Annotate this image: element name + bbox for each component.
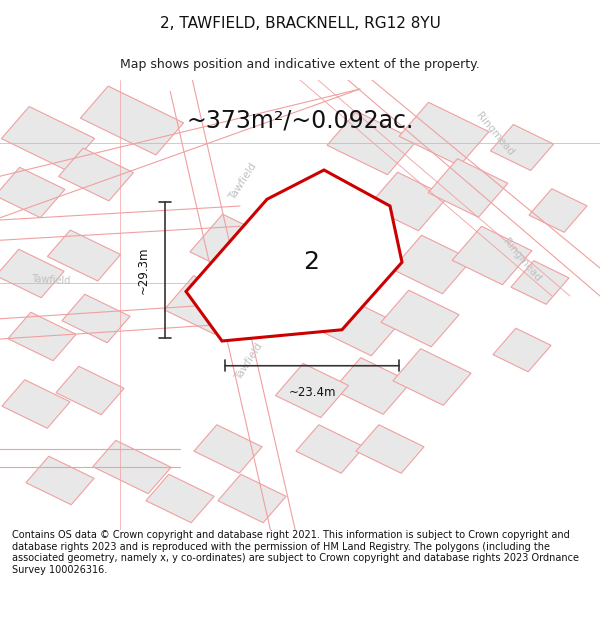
Polygon shape	[59, 148, 133, 201]
Polygon shape	[1, 106, 95, 171]
Polygon shape	[47, 230, 121, 281]
Text: ~23.4m: ~23.4m	[288, 386, 336, 399]
Polygon shape	[190, 214, 278, 279]
Polygon shape	[194, 425, 262, 473]
Polygon shape	[321, 299, 399, 356]
Polygon shape	[93, 440, 171, 494]
Text: Tawfield: Tawfield	[233, 341, 265, 382]
Polygon shape	[381, 290, 459, 347]
Polygon shape	[146, 474, 214, 522]
Polygon shape	[452, 226, 532, 285]
Text: Contains OS data © Crown copyright and database right 2021. This information is : Contains OS data © Crown copyright and d…	[12, 530, 579, 575]
Polygon shape	[368, 173, 448, 231]
Polygon shape	[0, 168, 65, 217]
Polygon shape	[80, 86, 184, 155]
Polygon shape	[399, 102, 489, 166]
Text: Map shows position and indicative extent of the property.: Map shows position and indicative extent…	[120, 58, 480, 71]
Polygon shape	[256, 196, 344, 261]
Polygon shape	[393, 349, 471, 405]
Polygon shape	[8, 312, 76, 361]
Polygon shape	[511, 261, 569, 304]
Text: ~373m²/~0.092ac.: ~373m²/~0.092ac.	[187, 109, 413, 132]
Polygon shape	[62, 294, 130, 343]
Polygon shape	[218, 474, 286, 522]
Polygon shape	[392, 235, 472, 294]
Polygon shape	[327, 111, 417, 175]
Text: Tawfield: Tawfield	[31, 274, 71, 286]
Polygon shape	[264, 234, 336, 286]
Polygon shape	[356, 425, 424, 473]
Polygon shape	[333, 357, 411, 414]
Text: 2: 2	[303, 249, 319, 274]
Text: ~29.3m: ~29.3m	[137, 246, 150, 294]
Text: Ringmead: Ringmead	[501, 236, 543, 284]
Text: Tawfield: Tawfield	[227, 161, 259, 202]
Polygon shape	[186, 170, 402, 341]
Polygon shape	[164, 276, 244, 334]
Polygon shape	[26, 456, 94, 505]
Polygon shape	[493, 328, 551, 372]
Polygon shape	[56, 366, 124, 415]
Polygon shape	[296, 425, 364, 473]
Polygon shape	[2, 380, 70, 428]
Text: Ringmead: Ringmead	[474, 111, 516, 158]
Text: 2, TAWFIELD, BRACKNELL, RG12 8YU: 2, TAWFIELD, BRACKNELL, RG12 8YU	[160, 16, 440, 31]
Polygon shape	[529, 189, 587, 232]
Polygon shape	[490, 124, 554, 171]
Polygon shape	[428, 159, 508, 218]
Polygon shape	[0, 249, 64, 298]
Polygon shape	[275, 363, 349, 418]
